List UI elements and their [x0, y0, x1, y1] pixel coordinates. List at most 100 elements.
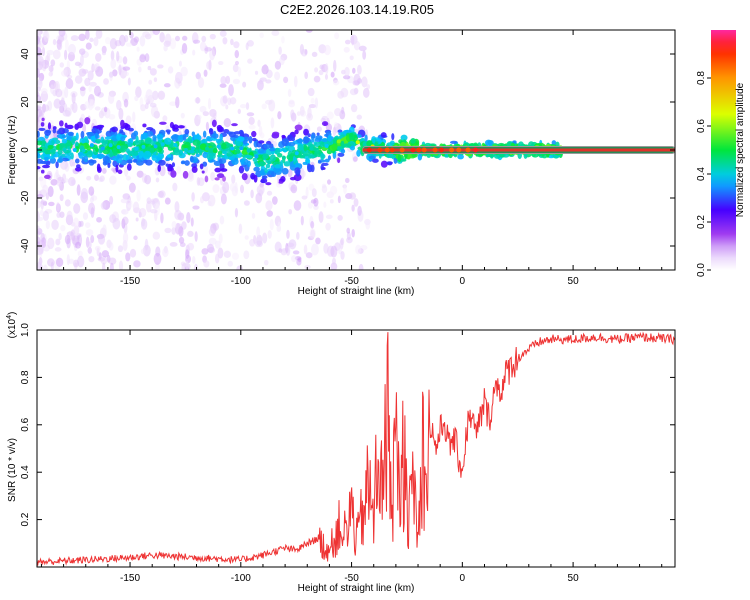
noise-speckle	[250, 189, 254, 199]
band-blob	[143, 132, 149, 139]
band-blob	[310, 164, 315, 173]
band-blob	[70, 152, 74, 160]
band-blob	[56, 130, 61, 135]
band-blob	[289, 154, 293, 162]
band-blob	[307, 133, 311, 138]
noise-speckle	[75, 241, 81, 249]
noise-speckle	[297, 257, 302, 263]
noise-speckle	[41, 46, 46, 57]
noise-speckle	[37, 114, 40, 126]
band-blob	[249, 151, 254, 157]
noise-speckle	[108, 93, 115, 105]
band-blob	[265, 182, 272, 186]
band-blob	[91, 159, 97, 164]
noise-speckle	[43, 30, 50, 43]
noise-speckle	[350, 104, 358, 113]
noise-speckle	[127, 202, 133, 208]
chart-title: C2E2.2026.103.14.19.R05	[280, 2, 434, 17]
band-blob	[115, 164, 119, 173]
noise-speckle	[206, 243, 215, 253]
noise-speckle	[104, 36, 111, 45]
noise-speckle	[174, 71, 183, 84]
noise-speckle	[135, 86, 142, 98]
noise-speckle	[232, 78, 240, 85]
band-blob	[260, 178, 268, 184]
band-blob	[294, 129, 299, 135]
noise-speckle	[325, 222, 331, 231]
y-tick-label-spec: 0	[20, 147, 31, 153]
band-blob	[231, 123, 238, 127]
noise-speckle	[116, 50, 120, 62]
band-blob	[276, 152, 283, 158]
y-tick-label-spec: -40	[20, 238, 31, 253]
noise-speckle	[310, 97, 315, 104]
noise-speckle	[219, 83, 227, 88]
noise-speckle	[272, 196, 278, 205]
noise-speckle	[140, 104, 146, 112]
noise-speckle	[94, 174, 99, 181]
noise-speckle	[89, 197, 94, 203]
noise-speckle	[77, 255, 85, 268]
band-blob	[88, 131, 94, 137]
noise-speckle	[219, 215, 225, 225]
x-tick-label-snr: 50	[568, 573, 580, 584]
band-blob	[61, 153, 66, 157]
noise-speckle	[361, 76, 368, 88]
noise-speckle	[68, 43, 77, 55]
noise-speckle	[37, 55, 44, 66]
band-blob	[59, 120, 64, 127]
noise-speckle	[340, 87, 349, 98]
noise-speckle	[288, 208, 293, 215]
noise-speckle	[249, 238, 256, 247]
band-blob	[391, 133, 395, 141]
noise-speckle	[56, 178, 63, 187]
noise-speckle	[205, 121, 209, 131]
band-blob	[40, 169, 45, 174]
band-peak	[246, 148, 251, 153]
noise-speckle	[122, 232, 129, 244]
band-blob	[80, 130, 85, 139]
band-blob	[101, 139, 108, 145]
band-blob	[308, 154, 312, 159]
noise-speckle	[306, 113, 314, 121]
band-peak	[183, 148, 188, 153]
colorbar-tick-label: 0.0	[696, 263, 707, 277]
noise-speckle	[293, 75, 298, 88]
band-blob	[327, 134, 333, 142]
noise-speckle	[181, 35, 188, 41]
noise-speckle	[266, 210, 273, 217]
band-blob	[216, 154, 225, 158]
noise-speckle	[349, 55, 354, 61]
band-blob	[107, 139, 114, 145]
carrier-peak	[472, 147, 478, 153]
noise-speckle	[52, 38, 57, 46]
noise-speckle	[72, 217, 80, 228]
band-blob	[213, 147, 217, 152]
band-blob	[290, 136, 296, 142]
noise-speckle	[218, 233, 223, 244]
band-blob	[272, 131, 280, 137]
x-tick-label-spec: 0	[460, 276, 466, 287]
noise-speckle	[138, 66, 142, 73]
noise-speckle	[125, 42, 133, 47]
noise-speckle	[40, 88, 48, 95]
noise-speckle	[323, 44, 331, 56]
noise-speckle	[238, 223, 243, 234]
noise-speckle	[86, 175, 92, 181]
noise-speckle	[315, 237, 321, 245]
band-blob	[264, 167, 268, 174]
band-blob	[216, 173, 225, 179]
noise-speckle	[326, 111, 334, 120]
band-blob	[326, 149, 333, 155]
band-blob	[52, 128, 57, 134]
band-blob	[182, 170, 189, 179]
band-blob	[252, 157, 258, 163]
noise-speckle	[56, 202, 60, 212]
noise-speckle	[149, 68, 157, 76]
band-blob	[143, 150, 152, 158]
band-blob	[146, 127, 154, 131]
noise-speckle	[60, 224, 66, 232]
band-blob	[157, 153, 163, 158]
band-blob	[324, 158, 330, 163]
band-blob	[296, 139, 303, 144]
